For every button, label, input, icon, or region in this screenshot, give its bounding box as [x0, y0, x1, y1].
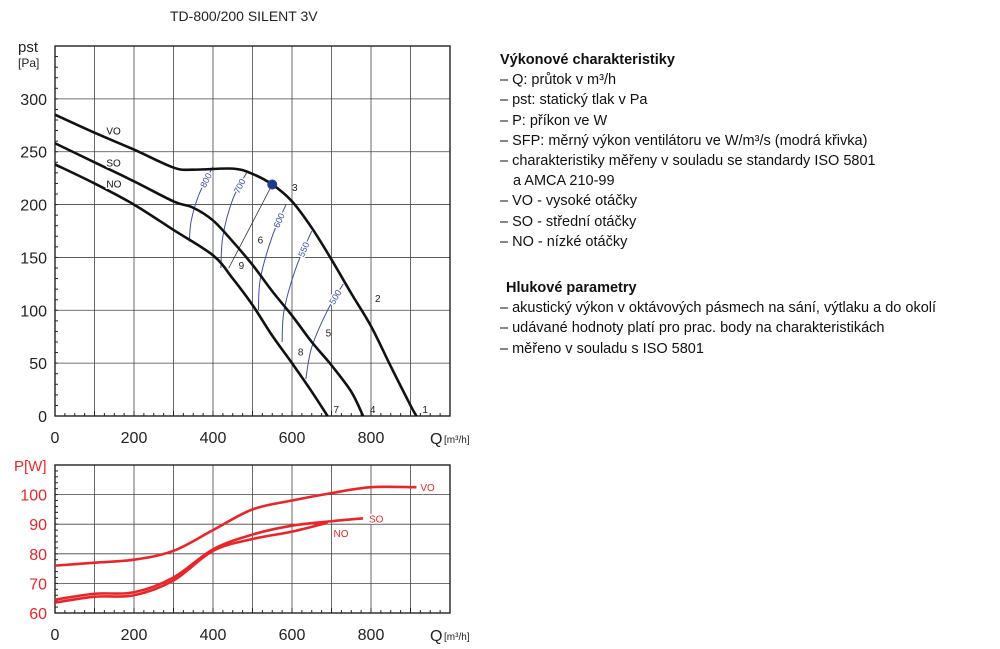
operating-point-label: 8	[298, 348, 304, 359]
curve-label-so: SO	[106, 158, 121, 169]
x-tick-label: 400	[200, 627, 227, 644]
legend-line: – VO - vysoké otáčky	[500, 193, 637, 210]
legend-line: – SFP: měrný výkon ventilátoru ve W/m³/s…	[500, 132, 868, 149]
design-line	[228, 184, 273, 269]
y-tick-label: 0	[38, 409, 47, 426]
y-tick-label: 100	[20, 303, 47, 320]
sfp-label: 800	[198, 171, 214, 189]
curve-label-vo: VO	[420, 483, 435, 494]
sfp-label: 550	[296, 241, 311, 259]
y-tick-label: 80	[29, 547, 47, 564]
curve-label-no: NO	[333, 529, 348, 540]
x-tick-label: 600	[279, 627, 306, 644]
legend-line: – Q: průtok v m³/h	[500, 72, 617, 89]
operating-point-label: 3	[292, 183, 298, 194]
operating-point-label: 5	[326, 329, 332, 340]
y-tick-label: 100	[20, 488, 47, 505]
curve-so	[54, 142, 365, 417]
curve-no	[54, 521, 328, 604]
operating-point-label: 6	[258, 236, 264, 247]
x-axis-label: Q	[430, 431, 442, 448]
design-point-marker	[267, 179, 278, 190]
noise-line: – akustický výkon v oktávových pásmech n…	[500, 300, 937, 317]
y-tick-label: 200	[20, 198, 47, 215]
sfp-curve-700	[220, 172, 248, 269]
operating-point-label: 1	[422, 405, 428, 416]
curve-vo	[54, 485, 417, 567]
curve-label-vo: VO	[106, 127, 121, 138]
legend-line: – SO - střední otáčky	[500, 213, 637, 230]
sfp-label: 600	[272, 212, 287, 230]
x-tick-label: 400	[200, 430, 227, 447]
legend-line: – pst: statický tlak v Pa	[500, 92, 648, 109]
x-axis-label: Q	[430, 628, 442, 645]
y-tick-label: 60	[29, 606, 47, 623]
noise-section: Hlukové parametry – akustický výkon v ok…	[500, 278, 936, 359]
x-axis-unit: [m³/h]	[444, 435, 470, 446]
sfp-curve-550	[281, 230, 313, 343]
legend-line: – charakteristiky měřeny v souladu se st…	[500, 153, 876, 170]
x-tick-label: 800	[358, 627, 385, 644]
y-axis-label: pst	[18, 39, 39, 56]
sfp-curve-500	[305, 283, 344, 380]
y-tick-label: 50	[29, 356, 47, 373]
x-tick-label: 0	[51, 430, 60, 447]
operating-point-label: 9	[239, 261, 245, 272]
y-tick-label: 300	[20, 92, 47, 109]
x-tick-label: 200	[121, 627, 148, 644]
curve-vo	[54, 113, 418, 417]
curve-no	[54, 163, 329, 417]
curve-so	[54, 516, 364, 601]
x-tick-label: 600	[279, 430, 306, 447]
operating-point-label: 7	[333, 405, 339, 416]
chart-title: TD-800/200 SILENT 3V	[170, 8, 318, 24]
legend-panel: Výkonové charakteristiky – Q: průtok v m…	[500, 50, 936, 359]
sfp-curve-600	[257, 204, 287, 311]
y-tick-label: 150	[20, 250, 47, 267]
noise-line: – udávané hodnoty platí pro prac. body n…	[500, 320, 885, 337]
y-tick-label: 90	[29, 517, 47, 534]
legend-line: – P: příkon ve W	[500, 112, 608, 129]
x-tick-label: 200	[121, 430, 148, 447]
x-axis-unit: [m³/h]	[444, 632, 470, 643]
curve-label-so: SO	[369, 514, 384, 525]
legend-line: – NO - nízké otáčky	[500, 233, 628, 250]
legend-heading: Výkonové charakteristiky	[500, 52, 675, 68]
curve-label-no: NO	[106, 179, 121, 190]
noise-line: – měřeno v souladu s ISO 5801	[500, 340, 704, 357]
x-tick-label: 0	[51, 627, 60, 644]
y-axis-unit: [Pa]	[18, 56, 39, 70]
y-tick-label: 70	[29, 576, 47, 593]
sfp-label: 500	[327, 288, 343, 306]
y-tick-label: 250	[20, 145, 47, 162]
operating-point-label: 4	[370, 405, 376, 416]
sfp-label: 700	[232, 177, 248, 195]
y-axis-label: P[W]	[14, 458, 47, 475]
operating-point-label: 2	[375, 294, 381, 305]
x-tick-label: 800	[358, 430, 385, 447]
legend-line: a AMCA 210-99	[513, 173, 615, 190]
noise-heading: Hlukové parametry	[506, 280, 637, 297]
